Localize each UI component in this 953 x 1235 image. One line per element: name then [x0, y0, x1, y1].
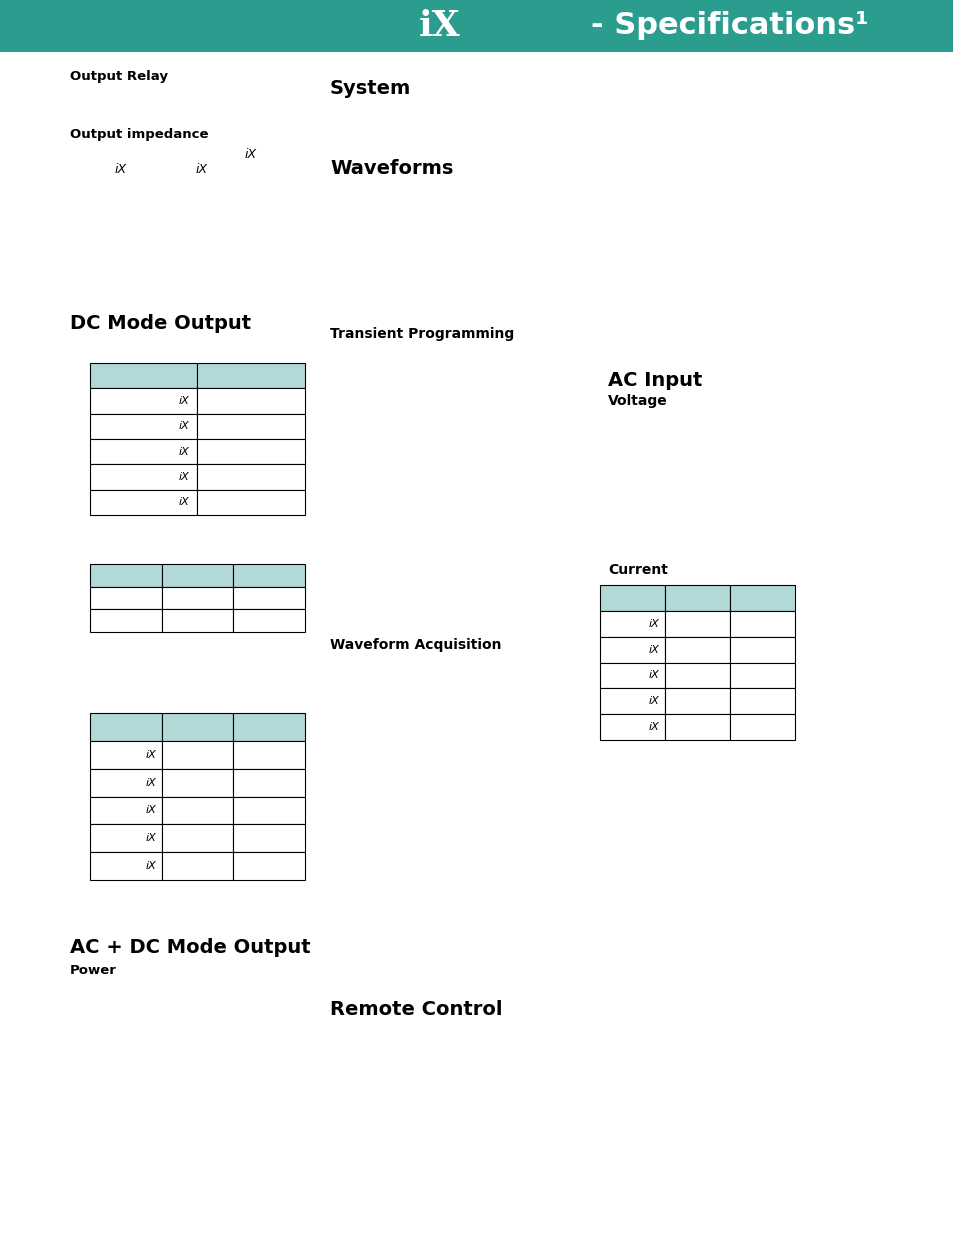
Text: Output impedance: Output impedance	[70, 128, 209, 141]
Bar	[664, 611, 729, 637]
Bar	[90, 489, 197, 515]
Text: Waveforms: Waveforms	[330, 159, 453, 178]
Text: iX: iX	[648, 619, 659, 629]
Bar	[599, 585, 664, 611]
Bar	[599, 611, 664, 637]
Bar	[90, 564, 161, 587]
Bar	[161, 713, 233, 741]
Bar	[233, 852, 305, 881]
Bar	[729, 662, 794, 688]
Bar	[664, 714, 729, 740]
Bar	[599, 688, 664, 714]
Text: - Specifications¹: - Specifications¹	[591, 11, 868, 41]
Bar	[599, 714, 664, 740]
Text: iX: iX	[245, 148, 257, 161]
Bar	[90, 414, 197, 438]
Bar	[233, 768, 305, 797]
Bar	[90, 797, 161, 824]
Bar	[90, 388, 197, 414]
Bar	[90, 713, 161, 741]
Bar	[161, 797, 233, 824]
Bar	[599, 662, 664, 688]
Bar	[197, 438, 305, 464]
Bar	[664, 637, 729, 662]
Text: AC Input: AC Input	[607, 370, 701, 390]
Bar	[90, 609, 161, 632]
Bar	[161, 824, 233, 852]
Text: iX: iX	[648, 671, 659, 680]
Text: Output Relay: Output Relay	[70, 70, 168, 83]
Text: iX: iX	[648, 645, 659, 655]
Bar	[233, 564, 305, 587]
Text: iX: iX	[115, 163, 127, 177]
Bar	[90, 741, 161, 768]
Bar	[161, 768, 233, 797]
Bar	[161, 609, 233, 632]
Text: Voltage: Voltage	[607, 394, 667, 408]
Text: iX: iX	[145, 834, 155, 844]
Bar	[729, 637, 794, 662]
Text: iX: iX	[648, 722, 659, 732]
Bar	[664, 662, 729, 688]
Text: iX: iX	[178, 421, 189, 431]
Bar	[233, 741, 305, 768]
Text: iX: iX	[195, 163, 208, 177]
Text: Transient Programming: Transient Programming	[330, 327, 514, 341]
Text: Current: Current	[607, 563, 667, 577]
Bar	[729, 714, 794, 740]
Bar	[90, 464, 197, 489]
Bar	[197, 464, 305, 489]
Bar	[90, 852, 161, 881]
Bar	[197, 414, 305, 438]
Text: iX: iX	[145, 750, 155, 760]
Text: iX: iX	[178, 472, 189, 482]
Text: iX: iX	[178, 498, 189, 508]
Text: Remote Control: Remote Control	[330, 1000, 502, 1019]
Text: iX: iX	[145, 778, 155, 788]
Bar	[729, 585, 794, 611]
Bar	[161, 564, 233, 587]
Bar	[161, 852, 233, 881]
Bar	[233, 797, 305, 824]
Text: iX: iX	[418, 9, 460, 43]
Bar	[729, 611, 794, 637]
Bar	[233, 824, 305, 852]
Bar	[90, 363, 197, 388]
Bar	[729, 688, 794, 714]
Bar	[161, 587, 233, 609]
Bar	[90, 587, 161, 609]
Text: Waveform Acquisition: Waveform Acquisition	[330, 638, 501, 652]
Bar	[90, 438, 197, 464]
Text: System: System	[330, 79, 411, 98]
Bar	[664, 688, 729, 714]
Bar	[197, 489, 305, 515]
Text: Power: Power	[70, 965, 117, 977]
Bar	[90, 768, 161, 797]
Bar	[0, 0, 953, 52]
Bar	[233, 713, 305, 741]
Text: AC + DC Mode Output: AC + DC Mode Output	[70, 939, 311, 957]
Text: iX: iX	[178, 447, 189, 457]
Text: iX: iX	[145, 861, 155, 871]
Bar	[197, 388, 305, 414]
Bar	[161, 741, 233, 768]
Bar	[90, 824, 161, 852]
Bar	[664, 585, 729, 611]
Bar	[233, 609, 305, 632]
Bar	[233, 587, 305, 609]
Text: iX: iX	[178, 396, 189, 406]
Bar	[197, 363, 305, 388]
Text: DC Mode Output: DC Mode Output	[70, 314, 251, 333]
Bar	[599, 637, 664, 662]
Text: iX: iX	[145, 805, 155, 815]
Text: iX: iX	[648, 697, 659, 706]
